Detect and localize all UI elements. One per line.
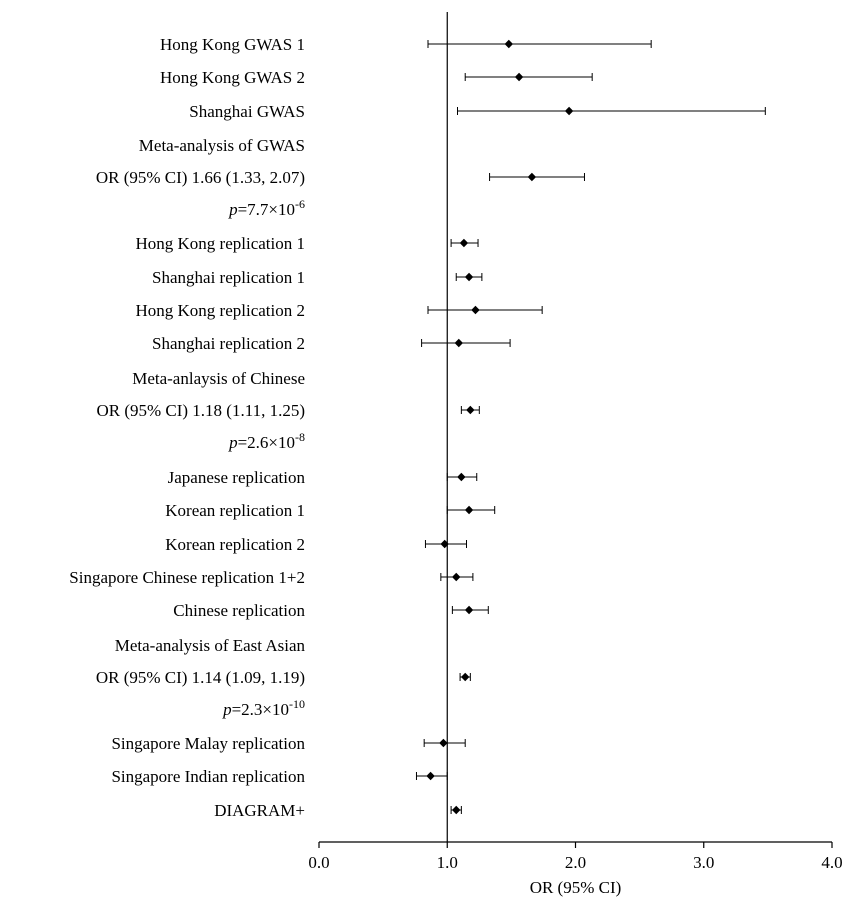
p-symbol: p	[228, 200, 238, 219]
or-point	[514, 72, 524, 82]
meta-label-line: OR (95% CI) 1.18 (1.11, 1.25)	[96, 401, 305, 420]
or-point	[466, 405, 475, 415]
row-label: Singapore Indian replication	[111, 767, 305, 786]
p-value-label: p=2.3×10-10	[222, 697, 305, 719]
row-label: Shanghai replication 2	[152, 334, 305, 353]
p-value-label: p=2.6×10-8	[228, 430, 305, 452]
or-point	[452, 805, 461, 815]
or-point	[471, 305, 480, 315]
row-label: Japanese replication	[168, 468, 306, 487]
meta-label-line: Meta-anlaysis of Chinese	[132, 369, 305, 388]
or-point	[439, 738, 448, 748]
x-axis-title: OR (95% CI)	[530, 878, 622, 897]
or-point	[457, 472, 466, 482]
p-value-label: p=7.7×10-6	[228, 197, 305, 219]
or-point	[464, 605, 474, 615]
row-label: Hong Kong GWAS 2	[160, 68, 305, 87]
p-exponent: -6	[295, 197, 305, 211]
meta-label-line: Meta-analysis of GWAS	[139, 136, 305, 155]
or-point	[564, 106, 574, 116]
or-point	[504, 39, 514, 49]
x-tick-label: 1.0	[437, 853, 458, 872]
row-label: Hong Kong replication 1	[136, 234, 306, 253]
row-label: Korean replication 1	[165, 501, 305, 520]
x-axis-ticks: 0.0 1.0 2.0 3.0 4.0	[308, 842, 843, 872]
or-point	[464, 505, 474, 515]
x-tick-label: 3.0	[693, 853, 714, 872]
p-value-text: =7.7×10	[238, 200, 295, 219]
row-label: Korean replication 2	[165, 535, 305, 554]
x-tick-label: 4.0	[821, 853, 842, 872]
x-tick-label: 2.0	[565, 853, 586, 872]
p-value-text: =2.6×10	[238, 433, 295, 452]
x-tick-label: 0.0	[308, 853, 329, 872]
row-labels: Hong Kong GWAS 1 Hong Kong GWAS 2 Shanghai…	[69, 35, 305, 820]
or-point	[452, 572, 461, 582]
or-point	[527, 172, 537, 182]
p-symbol: p	[228, 433, 238, 452]
meta-label-line: Meta-analysis of East Asian	[115, 636, 306, 655]
row-label: Hong Kong GWAS 1	[160, 35, 305, 54]
row-label: Singapore Chinese replication 1+2	[69, 568, 305, 587]
meta-label-line: OR (95% CI) 1.14 (1.09, 1.19)	[96, 668, 305, 687]
p-exponent: -8	[295, 430, 305, 444]
row-label: Shanghai GWAS	[189, 102, 305, 121]
or-point	[426, 771, 435, 781]
ci-lines	[415, 40, 766, 814]
meta-label-line: OR (95% CI) 1.66 (1.33, 2.07)	[96, 168, 305, 187]
p-exponent: -10	[289, 697, 305, 711]
row-label: Shanghai replication 1	[152, 268, 305, 287]
p-value-text: =2.3×10	[232, 700, 289, 719]
row-label: DIAGRAM+	[214, 801, 305, 820]
or-point	[459, 238, 469, 248]
or-points	[426, 39, 574, 815]
p-symbol: p	[222, 700, 232, 719]
row-label: Singapore Malay replication	[111, 734, 305, 753]
row-label: Chinese replication	[173, 601, 305, 620]
row-label: Hong Kong replication 2	[136, 301, 306, 320]
or-point	[464, 272, 474, 282]
or-point	[461, 672, 470, 682]
or-point	[454, 338, 463, 348]
